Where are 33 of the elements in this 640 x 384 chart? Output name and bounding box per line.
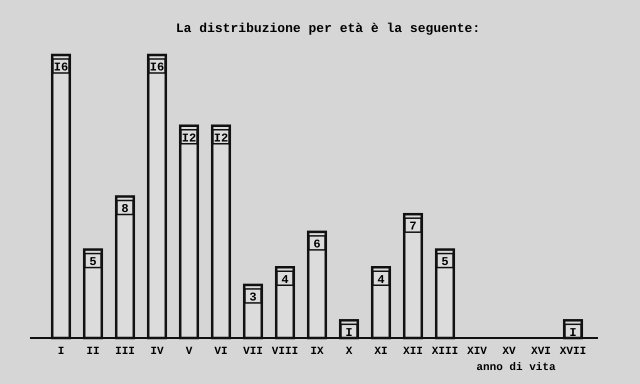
data-label: I2 xyxy=(182,131,196,146)
x-tick-label: XVI xyxy=(531,346,551,358)
x-tick-label: X xyxy=(346,346,353,358)
data-label: 3 xyxy=(249,290,257,304)
x-tick-label: XV xyxy=(502,346,516,358)
data-label: I6 xyxy=(54,60,68,74)
x-tick-label: I xyxy=(58,346,64,358)
x-tick-label: VII xyxy=(243,346,263,358)
data-label: 4 xyxy=(281,272,289,287)
data-label: I xyxy=(569,326,577,340)
data-label: 4 xyxy=(377,272,385,287)
chart-title: La distribuzione per età è la seguente: xyxy=(176,21,480,36)
data-label: I xyxy=(345,326,353,340)
x-tick-label: VIII xyxy=(272,346,298,358)
x-tick-label: VI xyxy=(214,346,228,358)
data-label: 6 xyxy=(313,237,321,252)
x-tick-label: XIII xyxy=(432,346,458,358)
data-label: I2 xyxy=(214,131,228,146)
x-tick-label: IX xyxy=(310,346,324,358)
data-label: I6 xyxy=(150,60,164,74)
x-tick-label: XI xyxy=(374,346,388,358)
x-tick-label: II xyxy=(86,346,100,358)
data-label: 7 xyxy=(409,220,417,234)
data-label: 5 xyxy=(441,255,449,270)
x-tick-label: XVII xyxy=(560,346,586,358)
data-label: 5 xyxy=(89,255,97,270)
x-axis-title: anno di vita xyxy=(476,362,556,374)
x-tick-label: V xyxy=(186,346,193,358)
x-tick-label: XII xyxy=(403,346,423,358)
x-tick-label: IV xyxy=(150,346,164,358)
x-tick-label: XIV xyxy=(467,346,488,358)
x-tick-label: III xyxy=(115,346,135,358)
data-label: 8 xyxy=(121,202,129,216)
